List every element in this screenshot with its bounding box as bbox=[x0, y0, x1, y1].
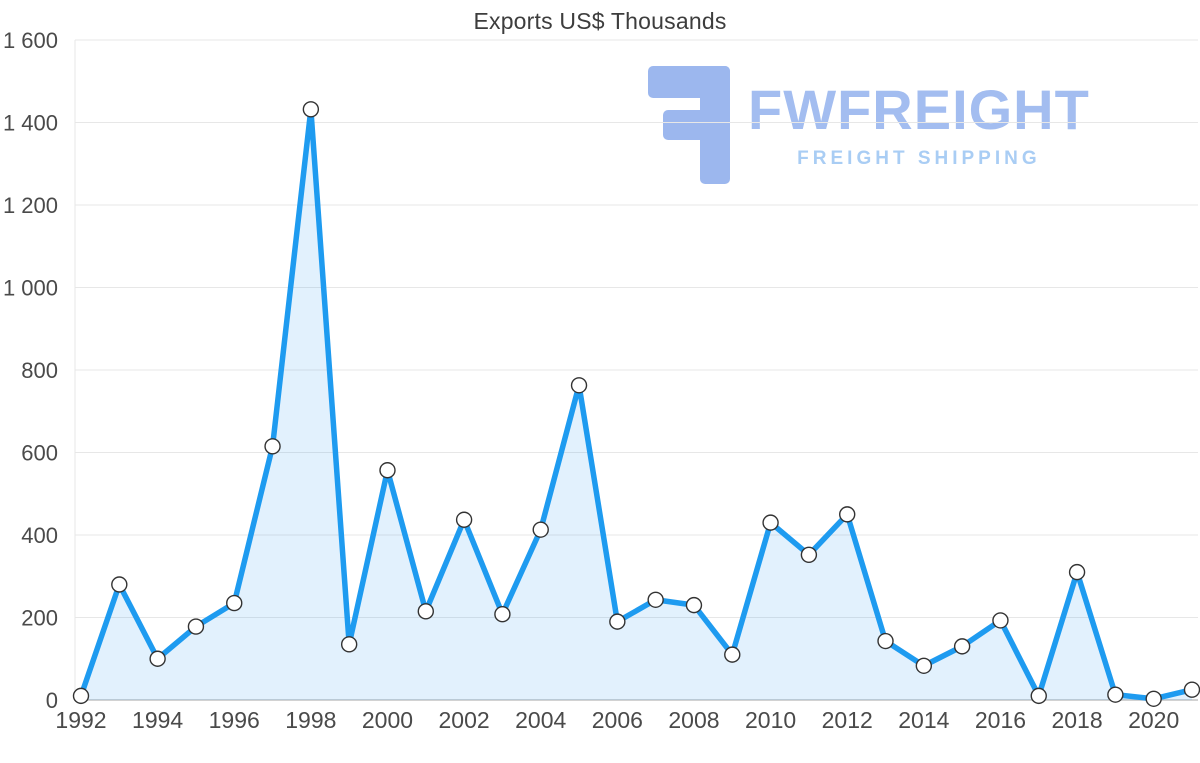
data-point[interactable] bbox=[149, 650, 166, 667]
brand-watermark: FWFREIGHT FREIGHT SHIPPING bbox=[648, 66, 1090, 184]
data-point[interactable] bbox=[953, 638, 971, 655]
data-point[interactable] bbox=[992, 612, 1009, 629]
data-point[interactable] bbox=[226, 594, 243, 612]
series-line bbox=[78, 106, 1195, 702]
data-point[interactable] bbox=[379, 462, 396, 479]
data-point[interactable] bbox=[762, 514, 779, 531]
x-tick-label: 1992 bbox=[55, 707, 106, 733]
x-tick-label: 2012 bbox=[822, 707, 873, 733]
x-tick-label: 2004 bbox=[515, 707, 566, 733]
x-tick-label: 2006 bbox=[592, 707, 643, 733]
x-tick-label: 2014 bbox=[898, 707, 949, 733]
data-point[interactable] bbox=[1107, 686, 1124, 703]
grid-layer bbox=[74, 39, 1198, 701]
fwfreight-logo-icon bbox=[648, 66, 730, 184]
brand-text-block: FWFREIGHT FREIGHT SHIPPING bbox=[748, 66, 1090, 170]
axis-label-layer: 0 200 400 600 800 1 000 1 200 1 400 1 600 1992 199… bbox=[3, 28, 1179, 733]
data-point[interactable] bbox=[685, 596, 703, 614]
y-tick-label: 1 000 bbox=[3, 276, 58, 301]
data-point[interactable] bbox=[1183, 681, 1200, 698]
data-point[interactable] bbox=[264, 438, 281, 455]
y-tick-label: 200 bbox=[21, 606, 58, 631]
data-point[interactable] bbox=[494, 606, 511, 623]
brand-tagline: FREIGHT SHIPPING bbox=[797, 148, 1041, 169]
x-tick-label: 2008 bbox=[668, 707, 719, 733]
x-tick-label: 2002 bbox=[439, 707, 490, 733]
data-point[interactable] bbox=[647, 591, 664, 608]
x-tick-label: 2018 bbox=[1051, 707, 1102, 733]
data-point[interactable] bbox=[839, 506, 856, 523]
y-tick-label: 0 bbox=[46, 688, 58, 713]
data-point[interactable] bbox=[1030, 687, 1047, 705]
data-point[interactable] bbox=[724, 646, 741, 663]
y-tick-label: 800 bbox=[21, 358, 58, 383]
x-tick-label: 1998 bbox=[285, 707, 336, 733]
data-point[interactable] bbox=[417, 603, 434, 620]
y-tick-label: 1 200 bbox=[3, 193, 58, 218]
data-point[interactable] bbox=[72, 687, 90, 705]
data-point[interactable] bbox=[1068, 563, 1086, 581]
data-point[interactable] bbox=[877, 632, 894, 650]
data-point[interactable] bbox=[340, 636, 358, 653]
x-tick-label: 2016 bbox=[975, 707, 1026, 733]
y-tick-label: 600 bbox=[21, 441, 58, 466]
series-layer bbox=[72, 101, 1200, 707]
y-tick-label: 1 600 bbox=[3, 28, 58, 53]
data-point[interactable] bbox=[187, 618, 205, 635]
data-point[interactable] bbox=[570, 377, 588, 394]
x-tick-label: 2010 bbox=[745, 707, 796, 733]
chart-title: Exports US$ Thousands bbox=[473, 8, 727, 34]
y-tick-label: 400 bbox=[21, 523, 58, 548]
brand-name: FWFREIGHT bbox=[748, 78, 1090, 141]
data-point[interactable] bbox=[111, 576, 128, 593]
data-point[interactable] bbox=[532, 521, 549, 538]
series-area-fill bbox=[81, 109, 1192, 701]
data-point[interactable] bbox=[609, 613, 626, 630]
x-tick-label: 1996 bbox=[209, 707, 260, 733]
y-tick-label: 1 400 bbox=[3, 111, 58, 136]
data-point[interactable] bbox=[455, 511, 473, 528]
data-point[interactable] bbox=[915, 657, 933, 674]
data-point[interactable] bbox=[800, 546, 818, 563]
x-tick-label: 2020 bbox=[1128, 707, 1179, 733]
data-point[interactable] bbox=[302, 101, 320, 118]
x-tick-label: 1994 bbox=[132, 707, 183, 733]
data-point[interactable] bbox=[1145, 690, 1162, 707]
x-tick-label: 2000 bbox=[362, 707, 413, 733]
logo-bar bbox=[700, 66, 730, 184]
